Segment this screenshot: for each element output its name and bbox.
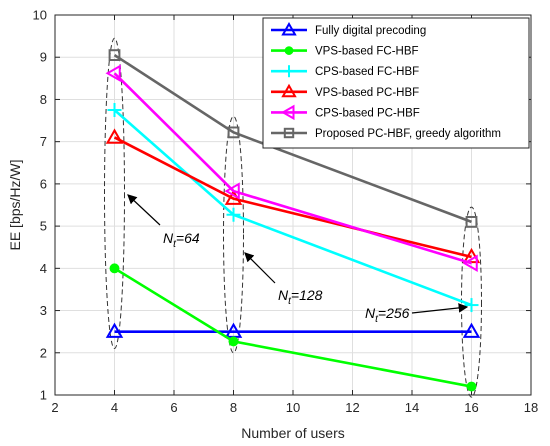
data-point [224, 182, 240, 200]
series-group [105, 49, 481, 392]
legend-label: Fully digital precoding [315, 25, 426, 37]
data-point [462, 322, 481, 338]
annotation-label: Nt=128 [278, 287, 323, 307]
y-tick-label: 5 [40, 219, 47, 234]
legend-item: Fully digital precoding [271, 21, 426, 37]
annotation-arrow [411, 303, 469, 314]
y-tick-label: 10 [33, 8, 47, 23]
series-line [113, 54, 472, 224]
y-tick-label: 2 [40, 345, 47, 360]
series-cps-based-fc-hbf [107, 103, 479, 313]
data-point [109, 263, 120, 274]
legend-box [262, 17, 530, 149]
legend: Fully digital precoding VPS-based FC-HBF C… [262, 17, 530, 149]
y-tick-label: 3 [40, 303, 47, 318]
data-point [227, 126, 240, 139]
annotations: Nt=64 Nt=128 Nt=256 [127, 194, 469, 325]
data-point [107, 103, 122, 117]
series-line [113, 72, 472, 265]
data-point [462, 254, 478, 272]
y-tick-label: 9 [40, 50, 47, 65]
legend-item: VPS-based FC-HBF [271, 46, 419, 58]
legend-item: CPS-based FC-HBF [271, 65, 419, 78]
y-tick-label: 1 [40, 388, 47, 403]
series-cps-based-pc-hbf [105, 64, 478, 272]
annotation-arrow [127, 194, 161, 226]
annotation-arrow [244, 252, 276, 284]
legend-item: CPS-based PC-HBF [271, 104, 420, 121]
x-tick-label: 6 [170, 400, 177, 415]
data-point [105, 322, 124, 338]
series-proposed-pc-hbf-greedy-algorithm [108, 49, 478, 228]
data-point [283, 65, 295, 78]
y-axis-label: EE [bps/Hz/W] [7, 159, 23, 250]
x-tick-label: 12 [345, 400, 359, 415]
data-point [465, 215, 478, 228]
data-point [283, 127, 295, 139]
legend-label: VPS-based FC-HBF [315, 46, 419, 58]
legend-item: Proposed PC-HBF, greedy algorithm [271, 127, 501, 140]
legend-label: CPS-based PC-HBF [315, 107, 420, 119]
legend-item: VPS-based PC-HBF [271, 83, 419, 99]
data-point [284, 46, 294, 55]
data-point [280, 104, 295, 121]
x-axis-label: Number of users [241, 425, 344, 441]
data-point [105, 64, 121, 82]
group-ellipse [223, 115, 244, 354]
data-point [228, 336, 239, 347]
x-tick-label: 18 [524, 400, 538, 415]
x-tick-label: 14 [405, 400, 419, 415]
legend-label: VPS-based PC-HBF [315, 87, 419, 99]
x-tick-label: 4 [111, 400, 118, 415]
x-tick-label: 10 [286, 400, 300, 415]
data-point [226, 207, 241, 222]
data-point [105, 128, 124, 144]
annotation-label: Nt=64 [163, 230, 200, 250]
series-vps-based-fc-hbf [109, 263, 477, 392]
legend-label: Proposed PC-HBF, greedy algorithm [315, 128, 501, 140]
x-tick-label: 2 [51, 400, 58, 415]
series-line [113, 136, 472, 259]
data-point [281, 21, 297, 36]
legend-label: CPS-based FC-HBF [315, 66, 419, 78]
data-point [281, 83, 297, 98]
data-point [108, 49, 121, 62]
y-tick-label: 4 [40, 261, 47, 276]
y-tick-label: 6 [40, 176, 47, 191]
data-point [466, 381, 477, 392]
y-tick-label: 8 [40, 92, 47, 107]
annotation-label: Nt=256 [365, 305, 410, 325]
y-tick-label: 7 [40, 134, 47, 149]
x-tick-label: 8 [230, 400, 237, 415]
group-ellipse [104, 37, 125, 350]
x-tick-label: 16 [464, 400, 478, 415]
